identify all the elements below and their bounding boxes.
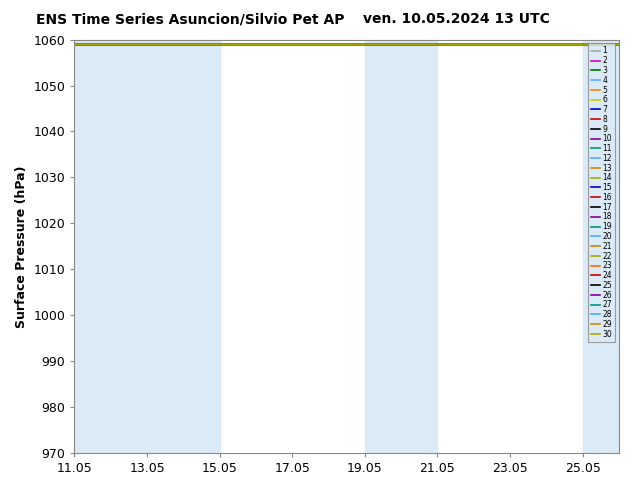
Y-axis label: Surface Pressure (hPa): Surface Pressure (hPa): [15, 165, 28, 327]
Bar: [147, 40, 219, 453]
Text: ENS Time Series Asuncion/Silvio Pet AP: ENS Time Series Asuncion/Silvio Pet AP: [36, 12, 344, 26]
Legend: 1, 2, 3, 4, 5, 6, 7, 8, 9, 10, 11, 12, 13, 14, 15, 16, 17, 18, 19, 20, 21, 22, 2: 1, 2, 3, 4, 5, 6, 7, 8, 9, 10, 11, 12, 1…: [588, 44, 615, 342]
Bar: [365, 40, 437, 453]
Text: ven. 10.05.2024 13 UTC: ven. 10.05.2024 13 UTC: [363, 12, 550, 26]
Bar: [583, 40, 619, 453]
Bar: [74, 40, 147, 453]
